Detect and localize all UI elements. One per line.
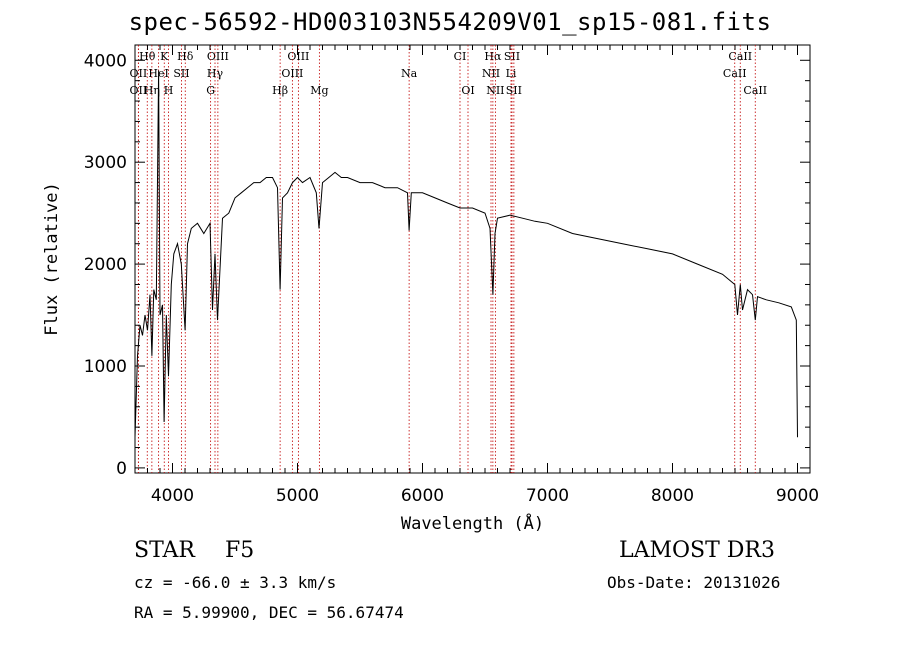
line-label: K <box>160 50 169 63</box>
line-label: Hδ <box>177 50 194 63</box>
line-label: CaII <box>743 84 767 97</box>
object-subclass: F5 <box>225 538 255 563</box>
x-axis-label: Wavelength (Å) <box>401 512 544 534</box>
line-label: OI <box>461 84 474 97</box>
line-label: Hγ <box>207 67 224 80</box>
line-label: G <box>206 84 215 97</box>
line-label: Hθ <box>139 50 156 63</box>
line-label: OIII <box>207 50 229 63</box>
line-label: Na <box>401 67 418 80</box>
x-tick-label: 6000 <box>401 486 444 506</box>
y-tick-label: 2000 <box>84 255 127 275</box>
line-label: SII <box>504 50 520 63</box>
line-label: OII <box>130 84 148 97</box>
obs-date-label: Obs-Date: 20131026 <box>607 573 781 592</box>
line-label: CI <box>454 50 467 63</box>
line-label: SII <box>506 84 522 97</box>
line-label: OIII <box>287 50 309 63</box>
y-axis-label: Flux (relative) <box>42 182 62 336</box>
x-tick-label: 7000 <box>526 486 569 506</box>
y-tick-label: 0 <box>116 459 127 479</box>
survey-label: LAMOST DR3 <box>619 538 775 563</box>
line-label: Hβ <box>272 84 288 97</box>
redshift-label: cz = -66.0 ± 3.3 km/s <box>134 573 337 592</box>
line-label: Li <box>506 67 517 80</box>
x-tick-label: 5000 <box>276 486 319 506</box>
line-label: CaII <box>723 67 747 80</box>
x-tick-label: 4000 <box>151 486 194 506</box>
line-label: NII <box>482 67 500 80</box>
line-label: SII <box>173 67 189 80</box>
coordinates-label: RA = 5.99900, DEC = 56.67474 <box>134 603 404 622</box>
object-class: STAR <box>134 538 195 563</box>
y-tick-label: 3000 <box>84 153 127 173</box>
y-tick-label: 1000 <box>84 357 127 377</box>
line-label: OIII <box>281 67 303 80</box>
line-label: Mg <box>310 84 328 97</box>
line-label: Hη <box>144 84 160 97</box>
line-label: CaII <box>728 50 752 63</box>
x-tick-label: 8000 <box>651 486 694 506</box>
x-tick-label: 9000 <box>776 486 819 506</box>
chart-title: spec-56592-HD003103N554209V01_sp15-081.f… <box>128 8 772 36</box>
spectrum-line <box>134 70 798 438</box>
line-label: H <box>164 84 174 97</box>
line-label: Hα <box>484 50 502 63</box>
plot-frame <box>134 44 811 474</box>
y-tick-label: 4000 <box>84 51 127 71</box>
line-label: NII <box>486 84 504 97</box>
object-class-row: STAR F5 <box>134 538 254 563</box>
